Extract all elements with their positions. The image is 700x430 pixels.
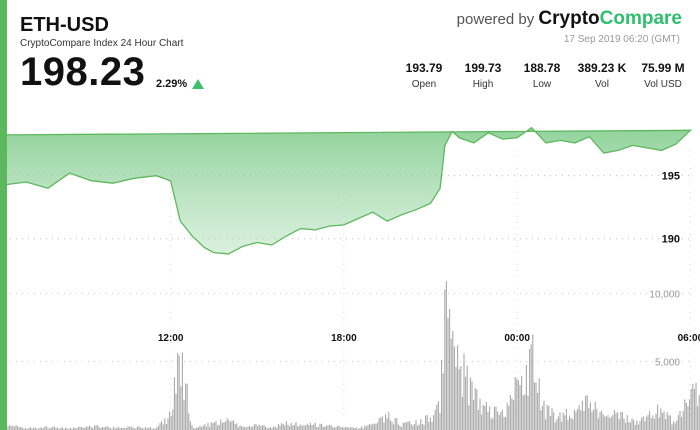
x-tick-label: 00:00 xyxy=(504,333,530,344)
stat-high-value: 199.73 xyxy=(464,61,502,75)
x-tick-label: 06:00 xyxy=(678,333,700,344)
pair-title: ETH-USD xyxy=(20,14,109,36)
y-tick-label: 195 xyxy=(662,171,680,183)
brand-logo-crypto: Crypto xyxy=(538,8,600,29)
powered-by[interactable]: powered by CryptoCompare xyxy=(457,8,682,30)
stat-open: 193.79 Open xyxy=(402,61,446,90)
brand-logo-compare: Compare xyxy=(599,8,682,29)
x-tick-label: 12:00 xyxy=(158,333,184,344)
stat-low: 188.78 Low xyxy=(520,61,564,90)
stat-vol-usd-label: Vol USD xyxy=(644,79,682,90)
price-line xyxy=(6,126,693,255)
stat-open-label: Open xyxy=(411,79,437,90)
accent-bar xyxy=(0,0,7,430)
timestamp: 17 Sep 2019 06:20 (GMT) xyxy=(563,34,680,45)
x-tick-label: 18:00 xyxy=(331,333,357,344)
stat-open-value: 193.79 xyxy=(405,61,443,75)
powered-by-label: powered by xyxy=(456,11,535,28)
stat-high-label: High xyxy=(472,79,494,90)
volume-tick-label: 5,000 xyxy=(655,358,680,369)
stat-vol-usd: 75.99 M Vol USD xyxy=(638,61,688,90)
stat-vol-value: 389.23 K xyxy=(577,61,627,75)
chart-subtitle: CryptoCompare Index 24 Hour Chart xyxy=(20,38,184,49)
current-price: 198.23 xyxy=(20,50,146,94)
price-area xyxy=(7,127,691,430)
stat-vol-usd-value: 75.99 M xyxy=(641,61,685,75)
stat-vol: 389.23 K Vol xyxy=(573,61,631,90)
price-change: 2.29% xyxy=(156,78,188,90)
stat-low-label: Low xyxy=(532,79,552,90)
y-tick-label: 190 xyxy=(662,234,680,246)
stat-high: 199.73 High xyxy=(461,61,505,90)
volume-tick-label: 10,000 xyxy=(649,289,680,300)
stat-vol-label: Vol xyxy=(595,79,609,90)
stat-low-value: 188.78 xyxy=(523,61,561,75)
up-arrow-icon xyxy=(192,79,204,89)
